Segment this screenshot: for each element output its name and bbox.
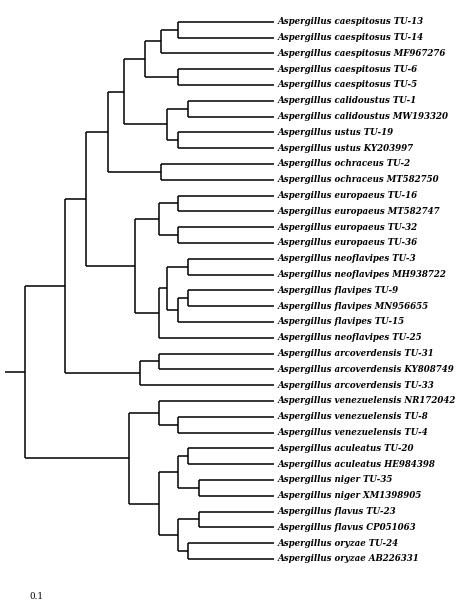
Text: Aspergillus flavipes TU-15: Aspergillus flavipes TU-15 [278, 317, 405, 326]
Text: Aspergillus caespitosus TU-6: Aspergillus caespitosus TU-6 [278, 65, 418, 74]
Text: Aspergillus flavus CP051063: Aspergillus flavus CP051063 [278, 523, 416, 532]
Text: Aspergillus venezuelensis NR172042: Aspergillus venezuelensis NR172042 [278, 397, 456, 406]
Text: Aspergillus flavipes TU-9: Aspergillus flavipes TU-9 [278, 286, 399, 295]
Text: Aspergillus aculeatus HE984398: Aspergillus aculeatus HE984398 [278, 460, 436, 469]
Text: Aspergillus neoflavipes TU-25: Aspergillus neoflavipes TU-25 [278, 333, 422, 342]
Text: Aspergillus europaeus TU-16: Aspergillus europaeus TU-16 [278, 191, 418, 200]
Text: Aspergillus caespitosus TU-14: Aspergillus caespitosus TU-14 [278, 33, 424, 42]
Text: Aspergillus venezuelensis TU-8: Aspergillus venezuelensis TU-8 [278, 412, 428, 421]
Text: Aspergillus flavus TU-23: Aspergillus flavus TU-23 [278, 507, 396, 516]
Text: Aspergillus arcoverdensis TU-33: Aspergillus arcoverdensis TU-33 [278, 380, 434, 389]
Text: Aspergillus neoflavipes MH938722: Aspergillus neoflavipes MH938722 [278, 270, 447, 279]
Text: Aspergillus neoflavipes TU-3: Aspergillus neoflavipes TU-3 [278, 254, 416, 263]
Text: Aspergillus oryzae TU-24: Aspergillus oryzae TU-24 [278, 539, 399, 548]
Text: 0.1: 0.1 [29, 592, 43, 600]
Text: Aspergillus flavipes MN956655: Aspergillus flavipes MN956655 [278, 302, 429, 311]
Text: Aspergillus caespitosus TU-5: Aspergillus caespitosus TU-5 [278, 80, 418, 89]
Text: Aspergillus venezuelensis TU-4: Aspergillus venezuelensis TU-4 [278, 428, 428, 437]
Text: Aspergillus niger TU-35: Aspergillus niger TU-35 [278, 475, 393, 484]
Text: Aspergillus ochraceus TU-2: Aspergillus ochraceus TU-2 [278, 160, 411, 169]
Text: Aspergillus calidoustus TU-1: Aspergillus calidoustus TU-1 [278, 96, 417, 105]
Text: Aspergillus caespitosus TU-13: Aspergillus caespitosus TU-13 [278, 17, 424, 26]
Text: Aspergillus europaeus MT582747: Aspergillus europaeus MT582747 [278, 207, 440, 216]
Text: Aspergillus calidoustus MW193320: Aspergillus calidoustus MW193320 [278, 112, 449, 121]
Text: Aspergillus aculeatus TU-20: Aspergillus aculeatus TU-20 [278, 444, 414, 453]
Text: Aspergillus europaeus TU-32: Aspergillus europaeus TU-32 [278, 223, 418, 232]
Text: Aspergillus ustus TU-19: Aspergillus ustus TU-19 [278, 128, 394, 137]
Text: Aspergillus arcoverdensis TU-31: Aspergillus arcoverdensis TU-31 [278, 349, 434, 358]
Text: Aspergillus europaeus TU-36: Aspergillus europaeus TU-36 [278, 238, 418, 247]
Text: Aspergillus ochraceus MT582750: Aspergillus ochraceus MT582750 [278, 175, 439, 184]
Text: Aspergillus niger XM1398905: Aspergillus niger XM1398905 [278, 491, 422, 500]
Text: Aspergillus oryzae AB226331: Aspergillus oryzae AB226331 [278, 554, 420, 563]
Text: Aspergillus caespitosus MF967276: Aspergillus caespitosus MF967276 [278, 49, 446, 58]
Text: Aspergillus arcoverdensis KY808749: Aspergillus arcoverdensis KY808749 [278, 365, 455, 374]
Text: Aspergillus ustus KY203997: Aspergillus ustus KY203997 [278, 143, 414, 152]
